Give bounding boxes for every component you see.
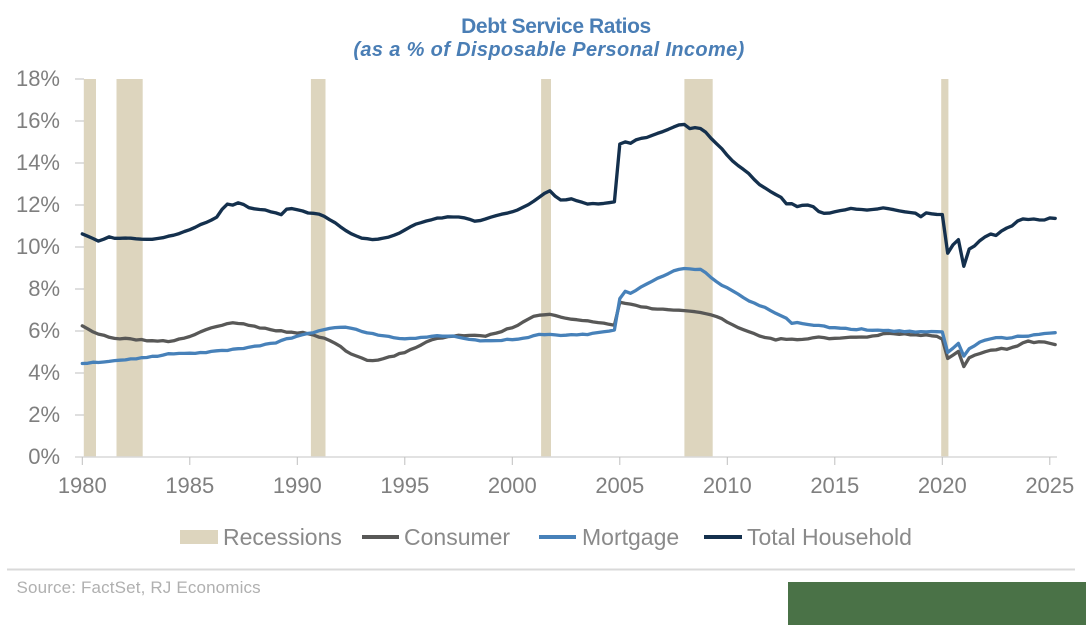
svg-text:2010: 2010 (703, 473, 752, 498)
svg-text:2020: 2020 (918, 473, 967, 498)
svg-text:1990: 1990 (273, 473, 322, 498)
svg-text:1995: 1995 (380, 473, 429, 498)
svg-text:1985: 1985 (165, 473, 214, 498)
svg-text:2000: 2000 (488, 473, 537, 498)
svg-text:Consumer: Consumer (404, 524, 510, 550)
svg-text:18%: 18% (16, 66, 60, 91)
svg-text:4%: 4% (28, 360, 60, 385)
svg-text:2025: 2025 (1025, 473, 1074, 498)
svg-text:10%: 10% (16, 234, 60, 259)
svg-text:Debt Service Ratios: Debt Service Ratios (461, 15, 651, 38)
svg-text:0%: 0% (28, 444, 60, 469)
svg-text:2005: 2005 (595, 473, 644, 498)
svg-text:2015: 2015 (810, 473, 859, 498)
svg-text:12%: 12% (16, 192, 60, 217)
svg-text:16%: 16% (16, 108, 60, 133)
svg-text:Mortgage: Mortgage (582, 524, 679, 550)
svg-text:Total Household: Total Household (747, 524, 912, 550)
svg-text:(as a % of Disposable Personal: (as a % of Disposable Personal Income) (353, 39, 744, 61)
svg-text:6%: 6% (28, 318, 60, 343)
svg-text:Recessions: Recessions (223, 524, 342, 550)
svg-text:8%: 8% (28, 276, 60, 301)
svg-text:14%: 14% (16, 150, 60, 175)
svg-text:2%: 2% (28, 402, 60, 427)
svg-text:Source: FactSet, RJ Economics: Source: FactSet, RJ Economics (17, 578, 261, 597)
svg-text:1980: 1980 (58, 473, 107, 498)
